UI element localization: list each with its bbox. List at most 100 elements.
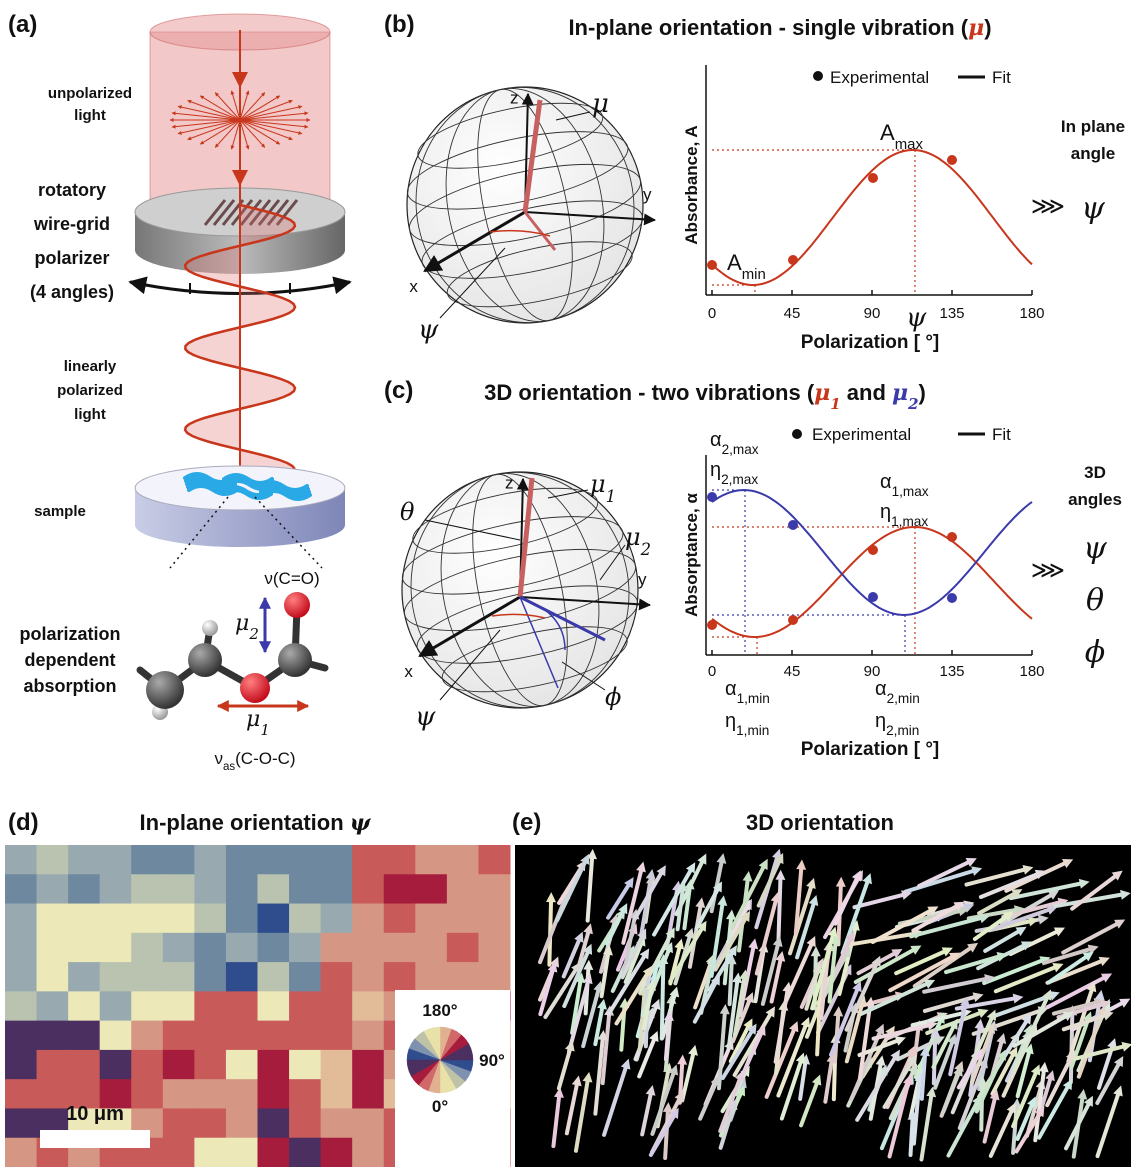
- text-part: 1: [606, 487, 616, 506]
- orientation-pixel: [226, 1079, 258, 1109]
- orientation-pixel: [194, 933, 226, 963]
- orientation-pixel: [68, 991, 100, 1021]
- text-part: (C-O-C): [235, 749, 295, 768]
- atom: [188, 643, 222, 677]
- orientation-pixel: [415, 874, 447, 904]
- orientation-pixel: [131, 962, 163, 992]
- orientation-pixel: [352, 1021, 384, 1051]
- label: ν(C=O): [264, 569, 319, 588]
- orientation-pixel: [37, 962, 69, 992]
- label: linearly: [64, 358, 117, 375]
- text-part: In-plane orientation - single vibration …: [568, 15, 968, 40]
- text-part: 2: [907, 395, 918, 413]
- orientation-pixel: [478, 962, 510, 992]
- text-part: 2,max: [722, 442, 759, 457]
- orientation-pixel: [258, 1108, 290, 1138]
- label: light: [74, 406, 106, 423]
- text-part: ψ: [350, 810, 372, 836]
- symbol: μ: [592, 89, 609, 119]
- orientation-pixel: [289, 962, 321, 992]
- orientation-pixel: [37, 874, 69, 904]
- label: α1,max: [880, 471, 929, 499]
- panel-title: 3D orientation - two vibrations (μ1 and …: [484, 380, 926, 413]
- x-tick-label: 45: [784, 663, 801, 680]
- label: α1,min: [725, 678, 770, 706]
- orientation-pixel: [37, 933, 69, 963]
- text-part: 1,min: [736, 723, 769, 738]
- orientation-pixel: [226, 1021, 258, 1051]
- orientation-pixel: [415, 845, 447, 875]
- panel-title: In-plane orientation - single vibration …: [568, 15, 991, 41]
- orientation-pixel: [163, 933, 195, 963]
- orientation-pixel: [194, 1021, 226, 1051]
- text-part: μ: [235, 611, 249, 636]
- orientation-pixel: [447, 904, 479, 934]
- orientation-pixel: [5, 1138, 37, 1167]
- symbol: ψ: [415, 702, 436, 732]
- atom: [284, 592, 310, 618]
- experimental-point: [788, 520, 798, 530]
- wheel-label: 90°: [479, 1051, 505, 1070]
- orientation-pixel: [131, 991, 163, 1021]
- text-part: 1: [260, 721, 270, 739]
- orientation-pixel: [258, 845, 290, 875]
- orientation-pixel: [5, 904, 37, 934]
- figure: (a)unpolarizedlightrotatorywire-gridpola…: [0, 0, 1131, 1167]
- orientation-pixel: [100, 874, 132, 904]
- orientation-pixel: [258, 874, 290, 904]
- orientation-pixel: [352, 962, 384, 992]
- orientation-pixel: [384, 845, 416, 875]
- experimental-point: [947, 155, 957, 165]
- orientation-pixel: [194, 1079, 226, 1109]
- panel-title: In-plane orientation ψ: [140, 810, 372, 836]
- orientation-pixel: [258, 962, 290, 992]
- x-tick-label: 135: [939, 663, 964, 680]
- orientation-pixel: [163, 1079, 195, 1109]
- orientation-pixel: [68, 904, 100, 934]
- text-part: η: [710, 459, 721, 481]
- orientation-pixel: [131, 1079, 163, 1109]
- legend-label: Experimental: [812, 425, 911, 444]
- symbol: θ: [1086, 583, 1104, 618]
- text-part: μ: [892, 380, 908, 406]
- orientation-pixel: [194, 904, 226, 934]
- orientation-pixel: [5, 991, 37, 1021]
- orientation-pixel: [289, 904, 321, 934]
- orientation-pixel: [100, 845, 132, 875]
- orientation-pixel: [163, 874, 195, 904]
- text-part: 1,min: [737, 691, 770, 706]
- symbol: ψ: [1081, 191, 1105, 226]
- orientation-pixel: [131, 1050, 163, 1080]
- orientation-pixel: [131, 1021, 163, 1051]
- orientation-pixel: [258, 991, 290, 1021]
- orientation-pixel: [258, 933, 290, 963]
- orientation-pixel: [194, 991, 226, 1021]
- orientation-pixel: [384, 904, 416, 934]
- page: Polarization-dependent absorption figure…: [0, 0, 1131, 1167]
- label: α2,min: [875, 678, 920, 706]
- orientation-pixel: [415, 933, 447, 963]
- orientation-pixel: [194, 1050, 226, 1080]
- orientation-pixel: [194, 1108, 226, 1138]
- orientation-pixel: [352, 933, 384, 963]
- orientation-pixel: [321, 991, 353, 1021]
- orientation-arrow: [817, 1006, 819, 1055]
- label: light: [74, 107, 106, 124]
- atom: [240, 673, 270, 703]
- symbol: ψ: [906, 303, 927, 333]
- x-tick-label: 180: [1019, 663, 1044, 680]
- orientation-pixel: [226, 962, 258, 992]
- text-part: μ: [590, 470, 606, 498]
- atom: [278, 643, 312, 677]
- text-part: μ: [625, 523, 641, 551]
- orientation-pixel: [321, 904, 353, 934]
- orientation-pixel: [5, 1050, 37, 1080]
- orientation-pixel: [163, 1138, 195, 1167]
- orientation-pixel: [289, 1021, 321, 1051]
- orientation-pixel: [68, 962, 100, 992]
- orientation-pixel: [352, 1108, 384, 1138]
- orientation-pixel: [163, 1021, 195, 1051]
- experimental-point: [868, 173, 878, 183]
- text-part: max: [895, 136, 924, 153]
- orientation-pixel: [384, 933, 416, 963]
